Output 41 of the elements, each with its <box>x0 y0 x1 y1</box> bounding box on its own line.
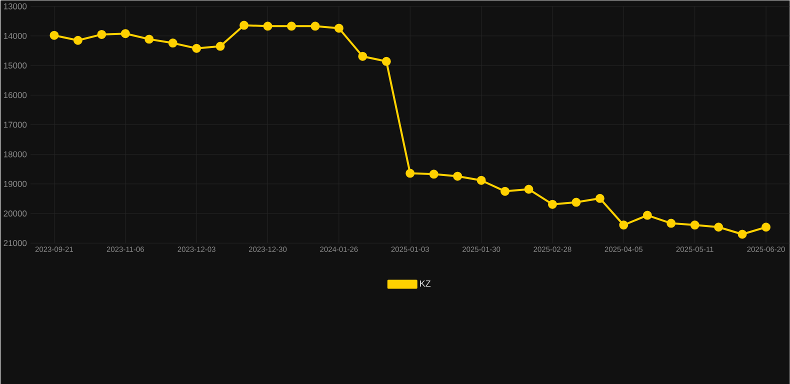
legend-label: KZ <box>420 280 431 287</box>
y-tick-label: 19000 <box>4 180 27 187</box>
point <box>619 220 628 230</box>
point <box>500 186 510 196</box>
point <box>738 230 747 239</box>
point <box>97 30 106 39</box>
point <box>429 170 438 179</box>
y-tick-label: 15000 <box>4 62 27 69</box>
point <box>286 22 296 31</box>
point <box>240 20 249 30</box>
y-tick-label: 21000 <box>4 240 27 246</box>
point <box>358 52 368 61</box>
point <box>73 36 82 45</box>
point <box>666 218 676 228</box>
point <box>548 200 557 209</box>
point <box>50 30 59 40</box>
point <box>453 172 462 181</box>
y-tick-label: 14000 <box>4 32 27 39</box>
point <box>642 210 652 220</box>
point <box>168 38 178 48</box>
point <box>476 176 486 185</box>
point <box>595 194 604 203</box>
point <box>192 44 202 53</box>
y-tick-label: 16000 <box>4 92 27 98</box>
y-tick-label: 13000 <box>4 3 27 10</box>
point <box>120 29 130 38</box>
point <box>144 34 154 44</box>
point <box>406 168 415 178</box>
y-tick-label: 20000 <box>4 210 27 217</box>
point <box>714 222 724 232</box>
point <box>334 24 344 33</box>
point <box>524 184 534 194</box>
y-tick-label: 17000 <box>4 122 27 128</box>
point <box>263 22 272 31</box>
point <box>382 56 391 66</box>
point <box>690 220 700 230</box>
point <box>310 22 320 31</box>
y-tick-label: 18000 <box>4 151 27 158</box>
point <box>762 222 771 232</box>
point <box>572 198 581 207</box>
point <box>216 42 225 51</box>
